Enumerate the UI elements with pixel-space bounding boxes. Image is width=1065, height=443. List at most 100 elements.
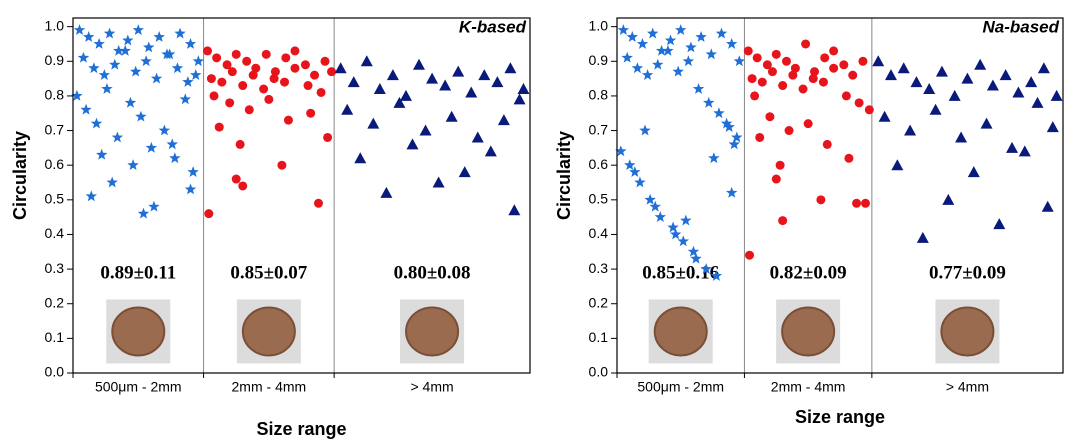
point xyxy=(320,56,330,66)
point xyxy=(124,96,137,108)
point xyxy=(692,83,705,94)
point xyxy=(910,76,923,88)
plot-frame xyxy=(72,17,531,374)
point xyxy=(132,24,144,35)
point xyxy=(244,105,254,115)
point xyxy=(755,132,765,142)
y-tick-label: 1.0 xyxy=(589,17,609,33)
point xyxy=(935,65,948,77)
stat-label: 0.85±0.07 xyxy=(230,263,307,284)
point xyxy=(303,81,313,91)
point xyxy=(504,62,517,74)
point xyxy=(432,176,445,188)
point xyxy=(242,56,252,66)
point xyxy=(235,139,245,149)
point xyxy=(816,195,826,205)
x-tick-label: > 4mm xyxy=(946,379,989,395)
point xyxy=(127,159,139,171)
point xyxy=(426,72,439,84)
point xyxy=(818,77,828,87)
stat-label: 0.89±0.11 xyxy=(100,263,176,284)
point xyxy=(109,58,121,70)
particle xyxy=(405,306,460,357)
point xyxy=(458,166,471,178)
point xyxy=(214,122,224,132)
point xyxy=(634,176,646,188)
y-tick-label: 0.4 xyxy=(589,225,609,241)
point xyxy=(685,41,697,53)
point xyxy=(419,124,432,136)
point xyxy=(179,93,191,105)
point xyxy=(360,55,373,67)
y-tick-label: 0.7 xyxy=(45,121,65,137)
point xyxy=(471,131,484,143)
point xyxy=(664,34,677,46)
point xyxy=(101,83,113,94)
point xyxy=(1041,200,1054,212)
point xyxy=(300,60,310,70)
point xyxy=(801,39,811,49)
point xyxy=(860,198,870,208)
point xyxy=(161,48,173,60)
point xyxy=(153,31,165,42)
point xyxy=(967,166,980,178)
point xyxy=(631,62,644,74)
point xyxy=(1025,76,1038,88)
point xyxy=(238,181,248,191)
point xyxy=(386,69,399,81)
point xyxy=(202,46,212,56)
point xyxy=(71,89,83,101)
point xyxy=(452,65,465,77)
x-tick-label: 2mm - 4mm xyxy=(232,379,307,395)
chart-panel: 500μm - 2mm 0.85±0.16 2mm - 4mm 0.82±0.09 > … xyxy=(554,17,1064,427)
point xyxy=(1031,96,1044,108)
point xyxy=(280,77,290,87)
y-axis-label: Circularity xyxy=(10,131,30,220)
point xyxy=(617,24,630,35)
point xyxy=(227,67,237,77)
point xyxy=(677,235,689,247)
point xyxy=(478,69,491,81)
point xyxy=(948,89,961,101)
point xyxy=(399,89,412,101)
point xyxy=(143,41,155,53)
point xyxy=(993,218,1006,230)
y-tick-label: 0.2 xyxy=(589,294,609,310)
point xyxy=(217,77,227,87)
stat-label: 0.85±0.16 xyxy=(642,263,719,284)
point xyxy=(891,159,904,171)
point xyxy=(624,159,636,171)
x-tick-label: 500μm - 2mm xyxy=(95,379,182,395)
point xyxy=(810,67,820,77)
point xyxy=(323,132,333,142)
point xyxy=(725,37,738,49)
point xyxy=(781,56,791,66)
point xyxy=(106,176,118,188)
point xyxy=(354,152,367,164)
point xyxy=(190,69,202,80)
point xyxy=(169,152,181,164)
point xyxy=(848,70,858,80)
point xyxy=(77,51,90,63)
point xyxy=(327,67,337,77)
point xyxy=(231,174,241,184)
point xyxy=(137,207,150,219)
point xyxy=(652,58,664,70)
point xyxy=(491,76,504,88)
y-tick-label: 0.5 xyxy=(589,191,609,207)
point xyxy=(96,148,108,160)
point xyxy=(884,69,897,81)
x-tick-label: 500μm - 2mm xyxy=(637,379,724,395)
point xyxy=(980,117,993,129)
point xyxy=(636,37,649,49)
point xyxy=(111,131,124,143)
y-tick-label: 0.1 xyxy=(589,329,609,345)
point xyxy=(112,44,125,56)
point xyxy=(757,77,767,87)
y-tick-label: 0.0 xyxy=(45,364,65,380)
point xyxy=(790,63,800,73)
point xyxy=(269,74,279,84)
point xyxy=(98,69,111,80)
point xyxy=(182,76,194,87)
point xyxy=(672,65,684,77)
